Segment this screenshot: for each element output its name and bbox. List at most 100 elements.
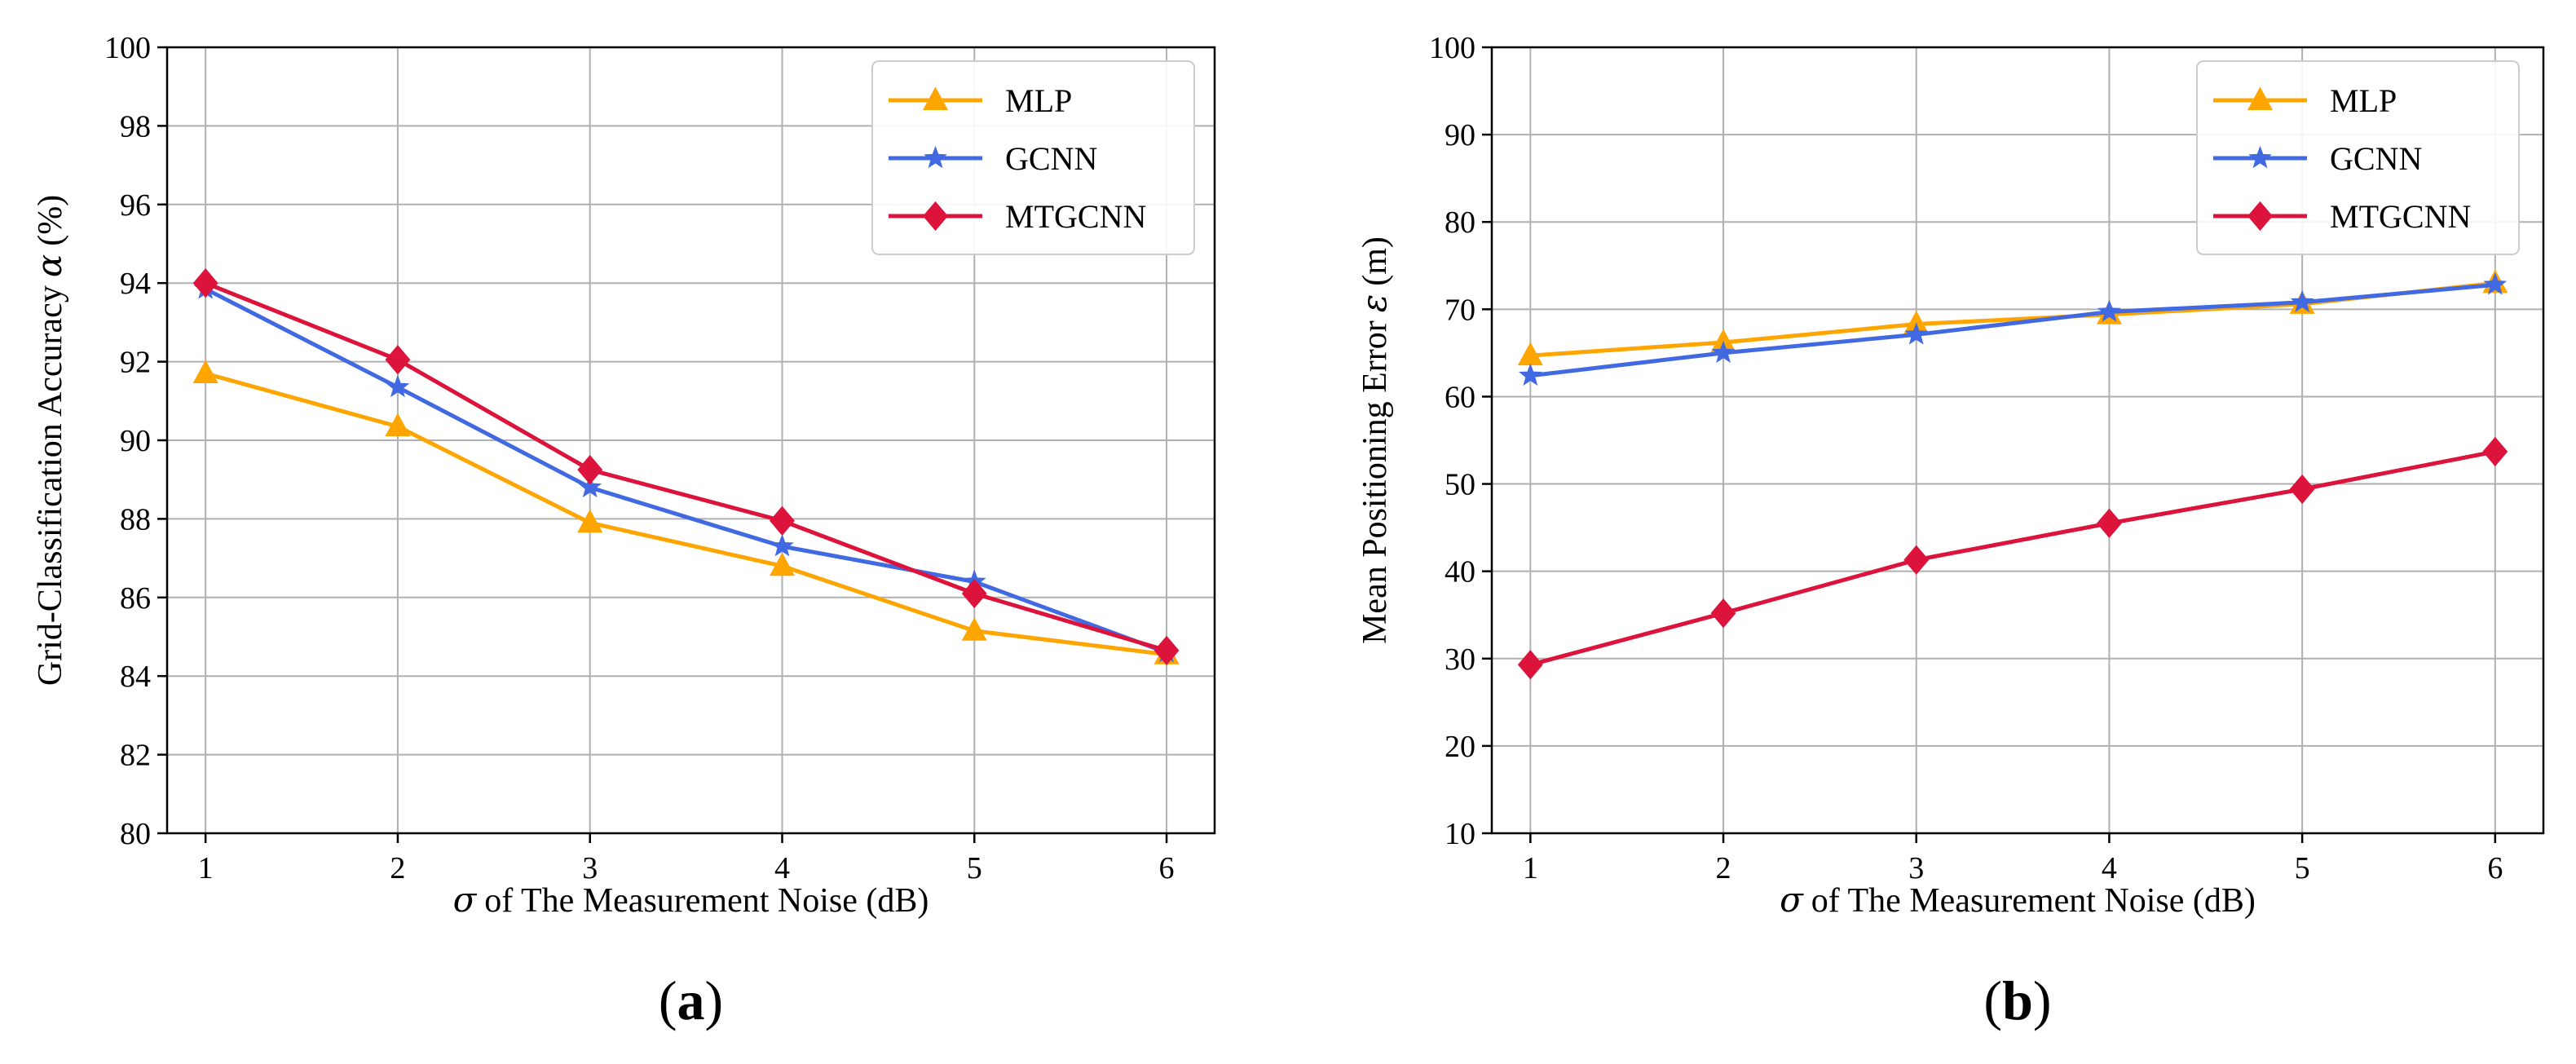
data-point-diamond [961, 578, 987, 609]
data-point-triangle [385, 413, 411, 437]
legend-entry-gcnn: GCNN [889, 140, 1097, 177]
x-tick-label: 6 [1159, 851, 1175, 885]
series-line [205, 287, 1167, 655]
legend-marker [922, 86, 949, 110]
data-point-triangle [961, 617, 987, 641]
y-axis-label: Mean Positioning Error ε (m) [1354, 236, 1394, 644]
x-tick-label: 4 [2102, 851, 2117, 885]
data-point-star [386, 374, 410, 398]
legend-label: GCNN [1005, 140, 1097, 177]
panel-letter: a [677, 969, 705, 1031]
legend-entry-mlp: MLP [889, 82, 1072, 119]
y-tick-label: 30 [1445, 642, 1475, 677]
legend-box [2196, 60, 2520, 255]
y-axis-unit: (%) [32, 195, 69, 246]
x-tick-label: 2 [1716, 851, 1731, 885]
x-tick-label: 5 [2295, 851, 2310, 885]
data-point-diamond [2096, 508, 2122, 538]
y-tick-label: 90 [120, 424, 151, 458]
x-tick-label: 6 [2487, 851, 2503, 885]
y-axis-text: Grid-Classification Accuracy [32, 285, 69, 686]
panel-label: (b) [1983, 969, 2051, 1031]
data-point-diamond [1517, 650, 1543, 680]
panel-label: (a) [659, 969, 723, 1031]
y-tick-label: 86 [120, 581, 151, 616]
y-tick-label: 70 [1445, 293, 1475, 327]
y-tick-label: 80 [1445, 205, 1475, 240]
y-tick-label: 82 [120, 739, 151, 773]
y-tick-label: 20 [1445, 730, 1475, 764]
y-tick-label: 90 [1445, 118, 1475, 152]
series-line [205, 280, 1167, 653]
data-point-star [2097, 299, 2121, 322]
series-gcnn [1518, 272, 2508, 386]
series-mlp [1517, 269, 2508, 366]
x-tick-label: 2 [390, 851, 405, 885]
legend-marker [2247, 201, 2273, 232]
x-tick-label: 3 [1908, 851, 1924, 885]
x-axis-symbol: σ [1780, 880, 1804, 920]
x-axis-text: of The Measurement Noise (dB) [1811, 882, 2256, 920]
y-tick-label: 96 [120, 188, 151, 223]
data-point-diamond [2482, 436, 2508, 467]
legend-entry-mlp: MLP [2213, 82, 2397, 119]
data-point-star [2290, 289, 2314, 313]
x-tick-label: 1 [1523, 851, 1538, 885]
y-tick-label: 50 [1445, 468, 1475, 502]
data-point-star [2483, 272, 2508, 295]
y-axis-unit: (m) [1356, 236, 1394, 286]
data-point-diamond [1153, 635, 1180, 666]
series-line [1530, 282, 2496, 378]
x-tick-label: 4 [774, 851, 790, 885]
series-mtgcnn [1517, 436, 2508, 680]
y-tick-label: 88 [120, 502, 151, 536]
data-point-triangle [192, 360, 218, 384]
y-axis-label: Grid-Classification Accuracy α (%) [29, 195, 69, 686]
series-line [1530, 280, 2496, 358]
x-axis-label: σ of The Measurement Noise (dB) [1780, 880, 2256, 920]
legend-entry-gcnn: GCNN [2213, 140, 2422, 177]
legend-marker [2247, 86, 2274, 110]
data-point-diamond [1903, 545, 1930, 575]
legend: MLP GCNN MTGCNN [871, 60, 1195, 255]
panel-letter: b [2002, 969, 2033, 1031]
series-line [205, 371, 1167, 657]
plot-frame [165, 46, 1216, 835]
data-point-star [1711, 340, 1736, 364]
legend-label: MLP [1005, 82, 1072, 119]
data-point-triangle [769, 552, 796, 576]
data-point-star [770, 533, 794, 557]
y-tick-label: 60 [1445, 380, 1475, 414]
chart-panel-a: 1 2 3 4 5 6 80 82 84 86 88 90 92 94 96 98 100 MLP GCNN MTGC… [29, 31, 1216, 1031]
data-point-star [1904, 322, 1929, 345]
series-mtgcnn [192, 268, 1180, 666]
x-tick-label: 5 [967, 851, 982, 885]
x-axis-symbol: σ [453, 880, 478, 920]
panel-paren-close: ) [2033, 969, 2052, 1031]
legend-label: MLP [2330, 82, 2397, 119]
y-tick-label: 100 [104, 31, 151, 65]
y-axis-symbol: α [29, 254, 69, 277]
series-line [1529, 449, 2496, 667]
panel-paren-open: ( [659, 969, 677, 1031]
legend-label: MTGCNN [1005, 198, 1146, 235]
y-tick-label: 98 [120, 109, 151, 143]
panel-paren-open: ( [1983, 969, 2002, 1031]
y-tick-label: 94 [120, 267, 151, 301]
x-axis-label: σ of The Measurement Noise (dB) [453, 880, 929, 920]
y-axis-text: Mean Positioning Error [1356, 320, 1394, 644]
x-tick-label: 1 [198, 851, 214, 885]
data-point-diamond [577, 454, 603, 485]
x-tick-label: 3 [582, 851, 598, 885]
legend-entry-mtgcnn: MTGCNN [889, 198, 1146, 235]
x-axis-text: of The Measurement Noise (dB) [484, 882, 929, 920]
panel-paren-close: ) [705, 969, 724, 1031]
series-mlp [192, 360, 1180, 664]
legend-entry-mtgcnn: MTGCNN [2213, 198, 2471, 235]
y-tick-label: 100 [1429, 31, 1475, 65]
y-tick-label: 80 [120, 817, 151, 851]
legend: MLP GCNN MTGCNN [2196, 60, 2520, 255]
data-point-triangle [577, 509, 603, 533]
legend-marker [2248, 145, 2272, 169]
